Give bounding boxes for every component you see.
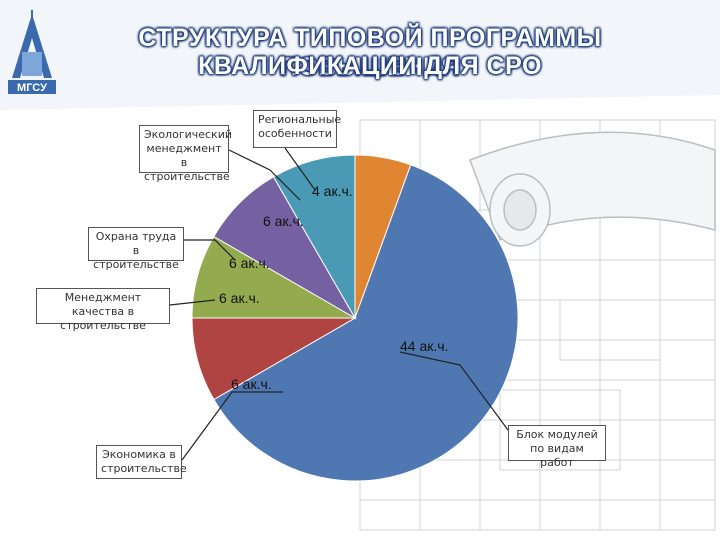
leader-line	[181, 391, 283, 461]
data-label-regional: 4 ак.ч.	[312, 183, 353, 199]
leader-line	[228, 149, 301, 201]
callout-modules: Блок модулей по видам работ	[508, 425, 606, 469]
leader-line	[169, 299, 216, 306]
callout-economics: Экономика в строительстве	[96, 445, 187, 479]
logo-text: МГСУ	[17, 82, 47, 94]
callout-ecology: Экологический менеджмент в строительстве	[139, 125, 232, 183]
slice-safety	[213, 176, 357, 320]
callout-quality: Менеджмент качества в строительстве	[36, 288, 170, 332]
leader-line	[399, 351, 509, 431]
data-label-modules: 44 ак.ч.	[400, 338, 449, 354]
university-logo: МГСУ	[8, 10, 56, 94]
data-label-safety: 6 ак.ч.	[229, 255, 270, 271]
data-label-economics: 6 ак.ч.	[231, 376, 272, 392]
slice-quality	[191, 235, 357, 319]
data-label-ecology: 6 ак.ч.	[263, 213, 304, 229]
page-title-line-1: СТРУКТУРА ТИПОВОЙ ПРОГРАММЫ ПОВЫШЕНИЯ	[138, 24, 602, 81]
leader-line	[184, 239, 236, 261]
slice-modules	[213, 164, 519, 482]
slice-economics	[191, 317, 357, 401]
leader-line	[284, 147, 316, 191]
callout-regional: Региональные особенности	[253, 110, 341, 148]
page-title-line-2: КВАЛИФИКАЦИИ ДЛЯ СРО	[198, 52, 542, 80]
data-label-quality: 6 ак.ч.	[219, 290, 260, 306]
slice-ecology	[272, 154, 356, 320]
callout-safety: Охрана труда в строительстве	[88, 227, 184, 271]
